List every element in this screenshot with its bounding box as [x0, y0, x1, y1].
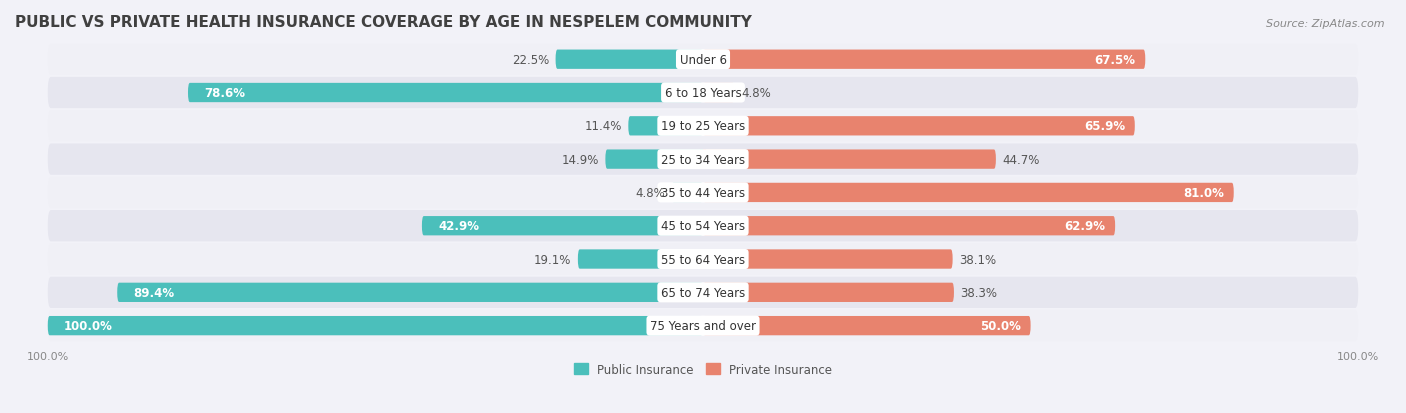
Text: 25 to 34 Years: 25 to 34 Years — [661, 153, 745, 166]
Text: 22.5%: 22.5% — [512, 54, 548, 66]
Bar — [700, 183, 703, 203]
Text: 38.3%: 38.3% — [960, 286, 997, 299]
FancyBboxPatch shape — [48, 177, 1358, 209]
Text: 19 to 25 Years: 19 to 25 Years — [661, 120, 745, 133]
Text: 55 to 64 Years: 55 to 64 Years — [661, 253, 745, 266]
Text: 6 to 18 Years: 6 to 18 Years — [665, 87, 741, 100]
FancyBboxPatch shape — [48, 244, 1358, 275]
FancyBboxPatch shape — [703, 50, 1146, 70]
Text: 62.9%: 62.9% — [1064, 220, 1105, 233]
Text: 78.6%: 78.6% — [204, 87, 246, 100]
Bar — [700, 316, 703, 335]
FancyBboxPatch shape — [48, 111, 1358, 142]
Text: 42.9%: 42.9% — [439, 220, 479, 233]
Text: Under 6: Under 6 — [679, 54, 727, 66]
Bar — [700, 50, 703, 70]
FancyBboxPatch shape — [703, 216, 1115, 236]
Text: 45 to 54 Years: 45 to 54 Years — [661, 220, 745, 233]
Text: PUBLIC VS PRIVATE HEALTH INSURANCE COVERAGE BY AGE IN NESPELEM COMMUNITY: PUBLIC VS PRIVATE HEALTH INSURANCE COVER… — [15, 15, 752, 30]
FancyBboxPatch shape — [703, 250, 953, 269]
Text: 4.8%: 4.8% — [636, 186, 665, 199]
FancyBboxPatch shape — [606, 150, 703, 169]
FancyBboxPatch shape — [672, 183, 703, 203]
Bar — [700, 216, 703, 236]
Text: 4.8%: 4.8% — [741, 87, 770, 100]
Bar — [703, 50, 706, 70]
FancyBboxPatch shape — [48, 277, 1358, 308]
Bar — [703, 250, 706, 269]
Text: 81.0%: 81.0% — [1182, 186, 1223, 199]
FancyBboxPatch shape — [422, 216, 703, 236]
FancyBboxPatch shape — [703, 316, 1031, 335]
Text: 65.9%: 65.9% — [1084, 120, 1125, 133]
FancyBboxPatch shape — [48, 144, 1358, 176]
FancyBboxPatch shape — [703, 84, 734, 103]
Bar — [700, 250, 703, 269]
Bar — [703, 183, 706, 203]
Text: 89.4%: 89.4% — [134, 286, 174, 299]
FancyBboxPatch shape — [578, 250, 703, 269]
Bar — [703, 316, 706, 335]
Bar — [703, 84, 706, 103]
Bar — [700, 117, 703, 136]
FancyBboxPatch shape — [48, 211, 1358, 242]
FancyBboxPatch shape — [703, 283, 953, 302]
FancyBboxPatch shape — [48, 316, 703, 335]
Text: 11.4%: 11.4% — [585, 120, 621, 133]
FancyBboxPatch shape — [703, 150, 995, 169]
Text: 65 to 74 Years: 65 to 74 Years — [661, 286, 745, 299]
Bar — [703, 283, 706, 302]
FancyBboxPatch shape — [628, 117, 703, 136]
Text: 19.1%: 19.1% — [534, 253, 571, 266]
FancyBboxPatch shape — [188, 84, 703, 103]
FancyBboxPatch shape — [48, 310, 1358, 342]
FancyBboxPatch shape — [703, 117, 1135, 136]
Bar — [700, 84, 703, 103]
Text: Source: ZipAtlas.com: Source: ZipAtlas.com — [1267, 19, 1385, 28]
Text: 100.0%: 100.0% — [65, 319, 112, 332]
Text: 67.5%: 67.5% — [1094, 54, 1136, 66]
FancyBboxPatch shape — [48, 78, 1358, 109]
Bar — [700, 150, 703, 169]
Bar — [700, 283, 703, 302]
Text: 14.9%: 14.9% — [561, 153, 599, 166]
FancyBboxPatch shape — [48, 45, 1358, 76]
Text: 75 Years and over: 75 Years and over — [650, 319, 756, 332]
FancyBboxPatch shape — [555, 50, 703, 70]
Bar — [703, 117, 706, 136]
FancyBboxPatch shape — [117, 283, 703, 302]
Text: 38.1%: 38.1% — [959, 253, 997, 266]
Text: 50.0%: 50.0% — [980, 319, 1021, 332]
Legend: Public Insurance, Private Insurance: Public Insurance, Private Insurance — [574, 363, 832, 376]
Bar — [703, 216, 706, 236]
Text: 35 to 44 Years: 35 to 44 Years — [661, 186, 745, 199]
Bar — [703, 150, 706, 169]
Text: 44.7%: 44.7% — [1002, 153, 1040, 166]
FancyBboxPatch shape — [703, 183, 1233, 203]
